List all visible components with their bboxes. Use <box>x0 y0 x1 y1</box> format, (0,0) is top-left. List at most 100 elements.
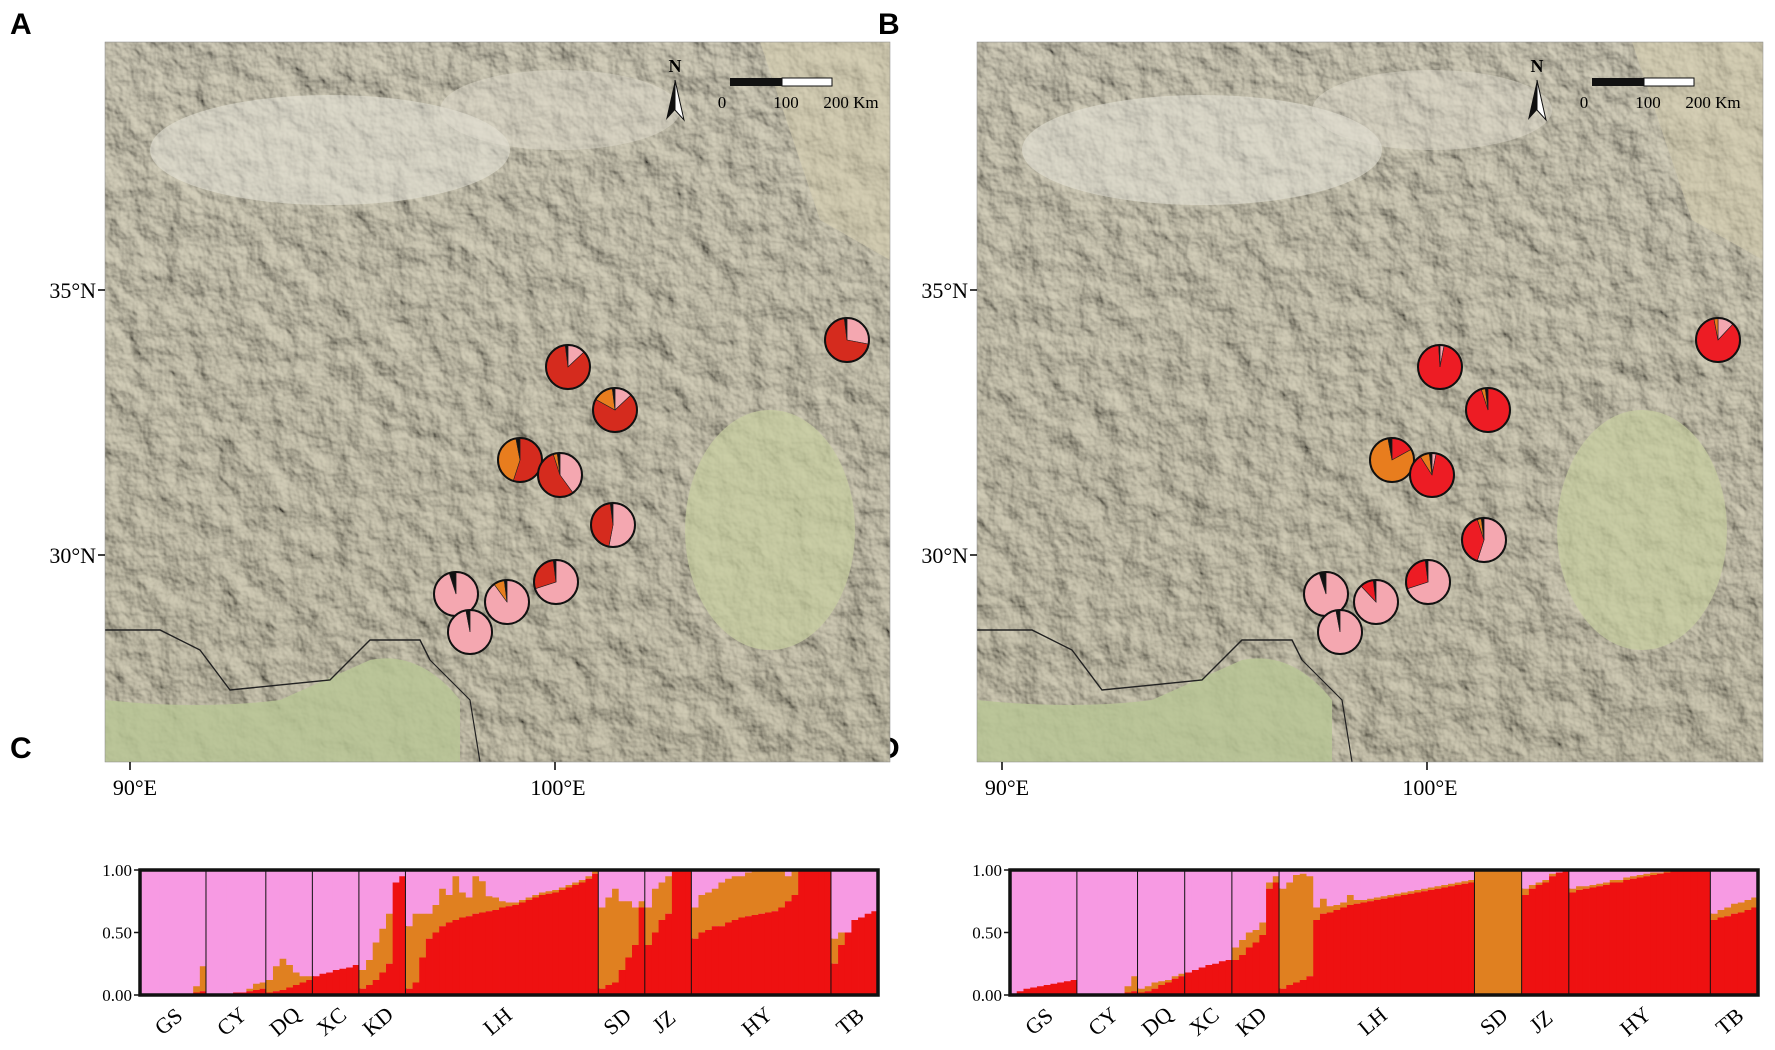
bar-segment-red <box>1421 891 1429 995</box>
population-label-sd: SD <box>1475 1003 1513 1040</box>
bar-segment-pink <box>239 870 247 993</box>
bar-segment-pink <box>505 870 513 903</box>
bar-segment-red <box>545 893 553 995</box>
structure-bar <box>1043 870 1051 995</box>
bar-segment-red <box>864 913 872 995</box>
bar-segment-red <box>1710 920 1718 995</box>
bar-segment-red <box>1670 871 1678 995</box>
bar-segment-orange <box>838 932 846 945</box>
structure-bar <box>425 870 433 995</box>
bar-segment-red <box>1629 878 1638 995</box>
bar-segment-pink <box>1394 870 1402 894</box>
bar-segment-red <box>871 911 879 995</box>
structure-bar <box>1272 870 1280 995</box>
bar-segment-red <box>632 945 640 995</box>
pie-b-10 <box>1317 609 1363 655</box>
bar-segment-red <box>1225 960 1233 995</box>
structure-bar <box>505 870 513 995</box>
bar-segment-pink <box>1063 870 1072 982</box>
bar-segment-orange <box>618 901 626 970</box>
structure-bar <box>1178 870 1186 995</box>
structure-bar <box>1441 870 1449 995</box>
panel-letter-a: A <box>10 8 32 41</box>
bar-segment-orange <box>1609 880 1617 883</box>
bar-segment-pink <box>1380 870 1388 897</box>
bar-segment-red <box>532 897 540 995</box>
bar-segment-red <box>1683 870 1692 995</box>
bar-segment-pink <box>1367 870 1375 899</box>
bar-segment-red <box>1603 885 1611 995</box>
bar-segment-pink <box>1259 870 1267 923</box>
structure-bar <box>492 870 500 995</box>
bar-segment-pink <box>858 870 866 918</box>
bar-segment-orange <box>512 902 520 905</box>
pie-outline <box>1405 559 1451 605</box>
bar-segment-pink <box>784 870 792 877</box>
population-label-xc: XC <box>1184 1002 1223 1041</box>
bar-segment-red <box>1380 898 1388 995</box>
structure-bar <box>1603 870 1611 995</box>
bar-segment-pink <box>864 870 872 914</box>
bar-segment-red <box>691 938 699 995</box>
bar-segment-pink <box>1232 870 1240 948</box>
pie-outline <box>545 344 591 390</box>
structure-bar <box>472 870 480 995</box>
structure-bar <box>419 870 427 995</box>
bar-segment-red <box>1178 976 1186 995</box>
bar-segment-pink <box>1360 870 1368 900</box>
structure-bar <box>1481 870 1489 995</box>
bar-segment-red <box>838 945 846 995</box>
bar-segment-pink <box>199 870 207 967</box>
bar-segment-pink <box>439 870 447 889</box>
bar-segment-orange <box>1589 885 1597 888</box>
structure-bar <box>445 870 453 995</box>
bar-segment-orange <box>1427 887 1435 890</box>
structure-bar <box>1030 870 1038 995</box>
bar-segment-red <box>1373 900 1382 995</box>
bar-segment-red <box>858 917 866 995</box>
structure-bar <box>818 870 826 995</box>
structure-bar <box>186 870 194 995</box>
bar-segment-pink <box>545 870 553 892</box>
bar-segment-red <box>1427 890 1435 995</box>
bar-segment-pink <box>538 870 546 893</box>
structure-bar <box>1400 870 1408 995</box>
structure-bar <box>1050 870 1058 995</box>
structure-bar <box>738 870 746 995</box>
structure-bar <box>851 870 859 995</box>
bar-segment-pink <box>665 870 673 877</box>
bar-segment-pink <box>572 870 580 883</box>
structure-bar <box>532 870 540 995</box>
structure-bar <box>1407 870 1415 995</box>
bar-segment-pink <box>1090 870 1099 995</box>
structure-bar <box>299 870 307 995</box>
bar-segment-red <box>771 911 779 995</box>
structure-bar <box>233 870 241 995</box>
bar-segment-pink <box>1461 870 1469 882</box>
bar-segment-pink <box>1319 870 1328 899</box>
bar-segment-orange <box>472 876 480 914</box>
bar-segment-red <box>824 870 832 995</box>
structure-bar <box>1751 870 1759 995</box>
structure-bar <box>266 870 274 995</box>
lat-label-a-30: 30°N <box>49 543 96 568</box>
bar-segment-pink <box>292 870 300 973</box>
bar-segment-red <box>1299 980 1307 995</box>
bar-segment-pink <box>525 870 533 898</box>
structure-bar <box>359 870 367 995</box>
structure-bar <box>199 870 207 995</box>
bar-segment-orange <box>465 897 473 917</box>
bar-segment-pink <box>1333 870 1341 905</box>
bar-segment-orange <box>1636 875 1644 878</box>
bar-segment-pink <box>1266 870 1274 883</box>
bar-segment-red <box>445 922 453 995</box>
bar-segment-orange <box>1542 880 1550 883</box>
bar-segment-red <box>1319 913 1328 995</box>
bar-segment-pink <box>1111 870 1119 994</box>
bar-segment-pink <box>552 870 560 890</box>
bar-segment-pink <box>1373 870 1382 898</box>
lon-label-b-90: 90°E <box>985 775 1029 800</box>
bar-segment-red <box>1050 983 1058 995</box>
structure-bar <box>1495 870 1503 995</box>
bar-segment-red <box>1562 870 1570 995</box>
